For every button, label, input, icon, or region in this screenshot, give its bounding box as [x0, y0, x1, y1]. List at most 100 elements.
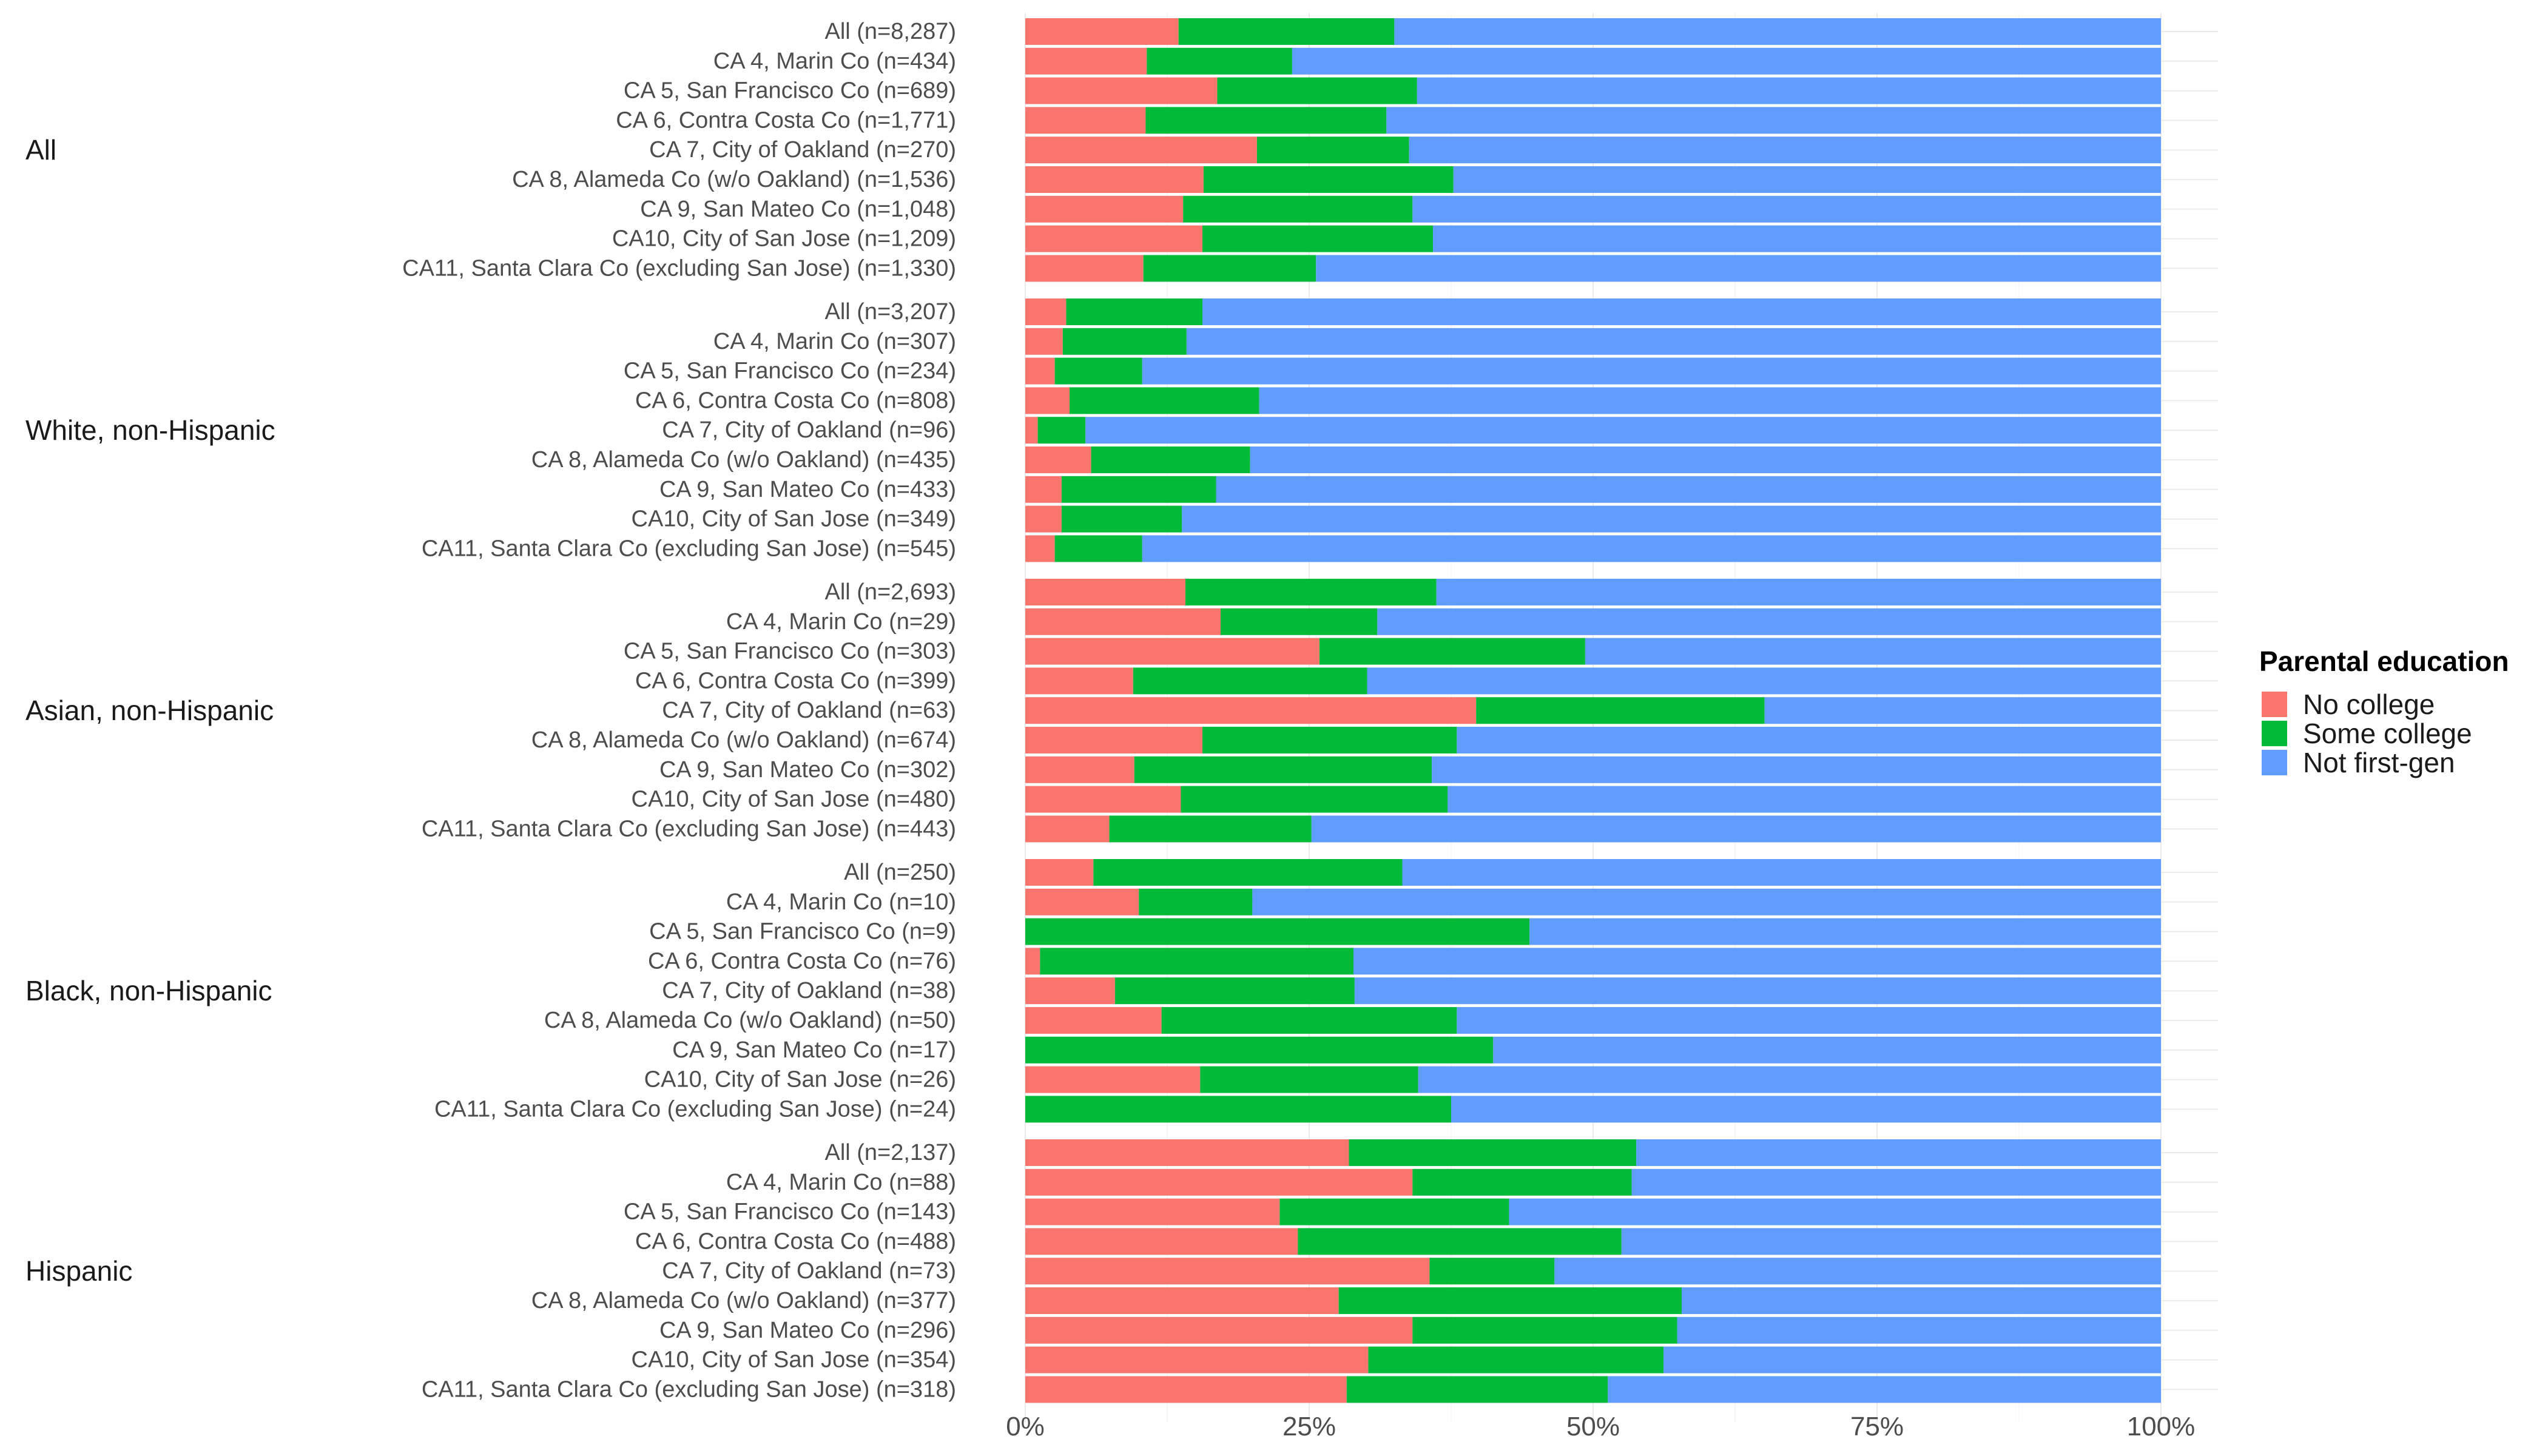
legend-key-some-college	[2262, 721, 2287, 746]
bar-segment-some-college	[1203, 166, 1454, 193]
bar-segment-some-college	[1178, 18, 1395, 45]
category-label: CA11, Santa Clara Co (excluding San Jose…	[422, 816, 956, 841]
bar-segment-not-first-gen	[1402, 859, 2161, 886]
bar-segment-some-college	[1093, 859, 1403, 886]
bar-segment-not-first-gen	[1182, 505, 2161, 533]
bar-segment-not-first-gen	[1252, 888, 2161, 915]
bar-segment-not-first-gen	[1354, 977, 2161, 1005]
bar-segment-no-college	[1025, 1228, 1298, 1255]
category-label: CA 7, City of Oakland (n=38)	[662, 978, 956, 1003]
bar-segment-no-college	[1025, 298, 1067, 325]
category-label: CA10, City of San Jose (n=26)	[644, 1067, 956, 1093]
bar-segment-no-college	[1025, 255, 1144, 282]
bar-segment-not-first-gen	[1636, 1139, 2161, 1166]
bar-segment-not-first-gen	[1216, 476, 2161, 503]
bar-segment-no-college	[1025, 107, 1146, 134]
bar-segment-not-first-gen	[1202, 298, 2161, 325]
bar-segment-no-college	[1025, 1258, 1430, 1285]
bar-segment-no-college	[1025, 948, 1040, 975]
bar-segment-no-college	[1025, 1007, 1162, 1034]
bar-segment-not-first-gen	[1353, 948, 2161, 975]
bar-segment-no-college	[1025, 18, 1179, 45]
bar-segment-no-college	[1025, 697, 1477, 724]
bar-segment-not-first-gen	[1436, 579, 2161, 605]
category-label: CA10, City of San Jose (n=349)	[632, 507, 956, 532]
bar-segment-no-college	[1025, 1316, 1413, 1344]
bar-segment-not-first-gen	[1418, 1066, 2161, 1093]
bar-segment-some-college	[1025, 1036, 1494, 1063]
bar-segment-some-college	[1279, 1198, 1509, 1225]
category-label: CA 9, San Mateo Co (n=296)	[659, 1318, 956, 1343]
category-label: CA 7, City of Oakland (n=96)	[662, 417, 956, 443]
category-label: CA 6, Contra Costa Co (n=808)	[635, 388, 956, 413]
group-label-hispanic: Hispanic	[25, 1255, 132, 1287]
bar-segment-no-college	[1025, 1287, 1339, 1314]
bar-segment-not-first-gen	[1377, 608, 2161, 635]
x-tick-label: 75%	[1850, 1412, 1904, 1441]
bar-segment-no-college	[1025, 505, 1062, 533]
bar-segment-no-college	[1025, 77, 1218, 104]
bar-segment-some-college	[1346, 1376, 1608, 1403]
bar-segment-no-college	[1025, 535, 1055, 562]
category-label: All (n=8,287)	[824, 19, 956, 44]
bar-segment-some-college	[1066, 298, 1203, 325]
group-label-white-non-hispanic: White, non-Hispanic	[25, 414, 275, 446]
category-label: CA 4, Marin Co (n=10)	[726, 889, 956, 915]
x-tick-label: 100%	[2127, 1412, 2196, 1441]
bar-segment-not-first-gen	[1142, 357, 2161, 385]
category-label: All (n=250)	[844, 860, 956, 885]
bar-segment-no-college	[1025, 1066, 1201, 1093]
bar-segment-no-college	[1025, 859, 1094, 886]
bar-segment-not-first-gen	[1432, 756, 2161, 783]
bar-segment-not-first-gen	[1259, 387, 2161, 414]
bar-segment-some-college	[1338, 1287, 1682, 1314]
bar-segment-no-college	[1025, 225, 1203, 252]
category-label: CA 6, Contra Costa Co (n=1,771)	[616, 107, 956, 133]
bar-segment-some-college	[1139, 888, 1253, 915]
bar-segment-no-college	[1025, 727, 1203, 753]
category-label: CA 4, Marin Co (n=88)	[726, 1170, 956, 1195]
bar-segment-some-college	[1181, 786, 1448, 813]
bar-segment-not-first-gen	[1433, 225, 2161, 252]
bar-segment-no-college	[1025, 1139, 1349, 1166]
bar-segment-not-first-gen	[1509, 1198, 2161, 1225]
category-label: CA11, Santa Clara Co (excluding San Jose…	[434, 1096, 956, 1122]
bar-segment-not-first-gen	[1085, 417, 2161, 444]
bar-segment-not-first-gen	[1529, 918, 2161, 945]
category-label: CA 7, City of Oakland (n=73)	[662, 1258, 956, 1284]
bar-segment-some-college	[1054, 357, 1142, 385]
bar-segment-some-college	[1161, 1007, 1457, 1034]
bar-segment-not-first-gen	[1316, 255, 2161, 282]
bar-segment-not-first-gen	[1764, 697, 2161, 724]
category-label: CA 9, San Mateo Co (n=302)	[659, 757, 956, 783]
bar-segment-no-college	[1025, 638, 1320, 665]
bar-segment-not-first-gen	[1417, 77, 2161, 104]
category-label: CA 6, Contra Costa Co (n=76)	[648, 948, 956, 974]
category-label: CA 5, San Francisco Co (n=689)	[624, 78, 956, 104]
bar-segment-no-college	[1025, 786, 1181, 813]
x-tick-label: 50%	[1566, 1412, 1620, 1441]
category-label: CA 4, Marin Co (n=434)	[713, 49, 956, 74]
bar-segment-some-college	[1145, 107, 1387, 134]
bar-segment-some-college	[1147, 47, 1292, 75]
bar-segment-some-college	[1202, 225, 1434, 252]
category-label: CA 7, City of Oakland (n=63)	[662, 698, 956, 723]
bar-segment-not-first-gen	[1142, 535, 2161, 562]
group-label-black-non-hispanic: Black, non-Hispanic	[25, 975, 272, 1006]
bar-segment-some-college	[1183, 195, 1413, 223]
bar-segment-some-college	[1368, 1346, 1664, 1373]
bar-segment-no-college	[1025, 1198, 1280, 1225]
legend-label-some-college: Some college	[2303, 718, 2472, 749]
bar-segment-some-college	[1319, 638, 1585, 665]
labels-layer: All All (n=8,287) CA 4, Marin Co (n=434) CA…	[25, 19, 956, 1402]
category-label: CA10, City of San Jose (n=480)	[632, 787, 956, 812]
bar-segment-not-first-gen	[1386, 107, 2161, 134]
bar-segment-not-first-gen	[1451, 1096, 2161, 1123]
bar-segment-some-college	[1133, 667, 1367, 695]
bar-segment-some-college	[1109, 815, 1312, 843]
category-label: CA 8, Alameda Co (w/o Oakland) (n=50)	[544, 1008, 956, 1033]
legend-key-no-college	[2262, 692, 2287, 717]
bar-segment-not-first-gen	[1554, 1258, 2161, 1285]
